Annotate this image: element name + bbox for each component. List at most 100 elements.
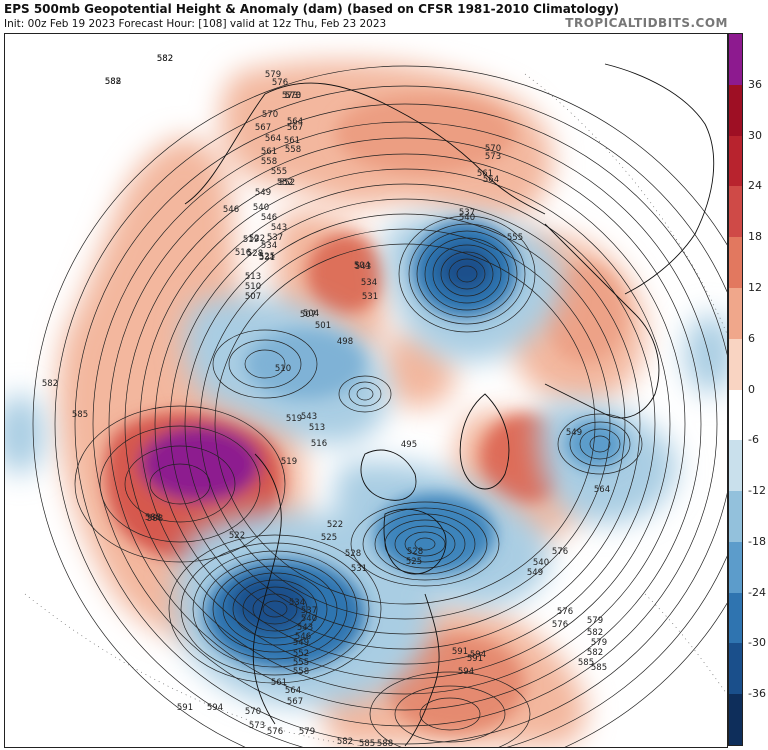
contour-label: 552 xyxy=(279,178,295,188)
contour-label: 528 xyxy=(247,249,263,259)
colorbar-segment xyxy=(729,643,742,695)
positive-anomaly-core xyxy=(385,634,525,734)
contour-label: 591 xyxy=(452,647,468,657)
contour-label: 510 xyxy=(275,364,291,374)
contour-label: 579 xyxy=(591,638,607,648)
contour-label: 525 xyxy=(259,252,275,262)
contour-label: 522 xyxy=(327,520,343,530)
contour-label: 501 xyxy=(315,321,331,331)
contour-label: 516 xyxy=(235,248,251,258)
colorbar-segment xyxy=(729,440,742,492)
positive-anomaly-core xyxy=(545,264,625,364)
contour-label: 573 xyxy=(285,91,301,101)
latitude-line xyxy=(644,593,727,695)
colorbar-segment xyxy=(729,135,742,187)
contour-label: 513 xyxy=(309,423,325,433)
contour-label: 534 xyxy=(361,278,377,288)
contour-labels: 5825885795765735705675645615585555525495… xyxy=(42,54,610,747)
contour-label: 588 xyxy=(147,514,163,524)
contour-label: 528 xyxy=(345,549,361,559)
contour-label: 564 xyxy=(594,485,610,495)
contour-label: 582 xyxy=(587,648,603,658)
contour-label: 498 xyxy=(337,337,353,347)
contour-label: 516 xyxy=(311,439,327,449)
peak-positive-anomaly xyxy=(140,426,260,502)
colorbar-segment xyxy=(729,237,742,289)
contour-label: 504 xyxy=(354,261,370,271)
map-panel: 5825885795765735705675645615585555525495… xyxy=(4,33,728,748)
contour-label: 567 xyxy=(287,697,303,707)
positive-anomaly-core xyxy=(335,94,515,174)
coastline-asia xyxy=(184,82,546,215)
contour-label: 564 xyxy=(285,686,301,696)
contour-label: 567 xyxy=(255,123,271,133)
positive-anomaly-core xyxy=(307,234,383,314)
negative-anomaly-core xyxy=(375,494,495,574)
low-contours-siberia xyxy=(338,375,392,413)
colorbar-segment xyxy=(729,541,742,594)
contour-label: 573 xyxy=(485,152,501,162)
contour-label: 537 xyxy=(267,233,283,243)
contour-label: 555 xyxy=(507,233,523,243)
map-subtitle: Init: 00z Feb 19 2023 Forecast Hour: [10… xyxy=(4,18,387,30)
colorbar-tick-label: -30 xyxy=(748,636,766,650)
contour-label: 546 xyxy=(295,632,311,642)
contour-label: 582 xyxy=(42,379,58,389)
contour-label: 558 xyxy=(293,667,309,677)
contour-label: 585 xyxy=(359,739,375,747)
high-contours-pacific xyxy=(74,405,286,563)
contour-label: 510 xyxy=(245,282,261,292)
coastline-greenland xyxy=(459,393,510,490)
contour-label: 543 xyxy=(297,623,313,633)
contour-label: 561 xyxy=(477,169,493,179)
contour-label: 582 xyxy=(157,54,173,64)
contour-label: 585 xyxy=(578,658,594,668)
contour-label: 591 xyxy=(177,703,193,713)
contour-label: 588 xyxy=(145,513,161,523)
colorbar-tick-label: -36 xyxy=(748,687,766,701)
contour-label: 558 xyxy=(285,145,301,155)
contour-label: 543 xyxy=(301,412,317,422)
credit-label: TROPICALTIDBITS.COM xyxy=(565,16,728,30)
colorbar-segment xyxy=(729,84,742,137)
map-title: EPS 500mb Geopotential Height & Anomaly … xyxy=(4,2,620,16)
contour-label: 528 xyxy=(407,547,423,557)
contour-label: 579 xyxy=(587,616,603,626)
colorbar-segment xyxy=(729,389,742,441)
contour-label: 576 xyxy=(552,547,568,557)
contour-label: 537 xyxy=(301,606,317,616)
contour-label: 591 xyxy=(467,654,483,664)
contour-label: 507 xyxy=(245,292,261,302)
negative-anomaly-core xyxy=(245,329,365,399)
contour-label: 519 xyxy=(243,235,259,245)
contour-label: 540 xyxy=(533,558,549,568)
contour-label: 549 xyxy=(293,638,309,648)
coastline-europe xyxy=(544,223,660,419)
colorbar-segment xyxy=(729,287,742,340)
contour-label: 552 xyxy=(277,178,293,188)
contour-label: 582 xyxy=(105,77,121,87)
coastline-north-america-east xyxy=(404,593,440,747)
contour-label: 549 xyxy=(255,188,271,198)
contour-label: 537 xyxy=(459,208,475,218)
contour-label: 588 xyxy=(377,739,393,747)
contour-label: 585 xyxy=(591,663,607,673)
coastline-arctic-islands xyxy=(360,449,417,501)
colorbar-tick-label: -24 xyxy=(748,585,766,599)
contour-label: 507 xyxy=(300,310,316,320)
contour-label: 552 xyxy=(293,649,309,659)
colorbar-segment xyxy=(729,34,742,86)
contour-label: 504 xyxy=(303,309,319,319)
contour-label: 588 xyxy=(105,77,121,87)
contour-label: 576 xyxy=(557,607,573,617)
contour-label: 576 xyxy=(272,78,288,88)
coastline-north-america-west xyxy=(252,453,282,725)
contour-label: 531 xyxy=(351,564,367,574)
contour-label: 564 xyxy=(265,134,281,144)
low-contours-asia xyxy=(212,329,318,399)
contour-label: 564 xyxy=(287,117,303,127)
coastline-africa xyxy=(604,63,715,295)
coastline-hudson-bay xyxy=(383,508,447,575)
colorbar-segment xyxy=(729,491,742,543)
contour-label: 519 xyxy=(286,414,302,424)
